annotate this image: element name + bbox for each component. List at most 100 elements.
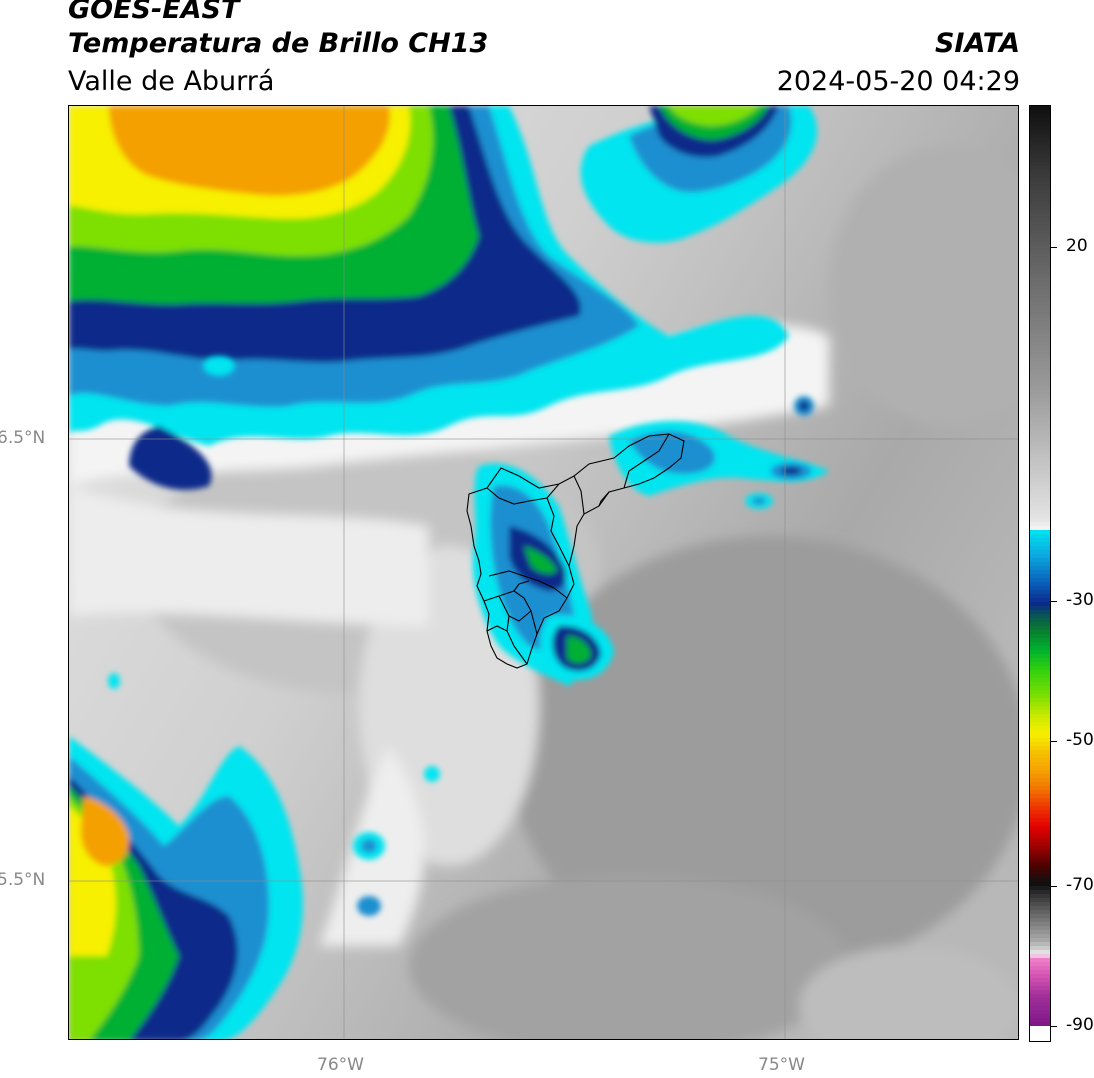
colorbar-segment [1030, 242, 1050, 247]
boundary-barbosa-west [598, 491, 610, 507]
colorbar-segment [1030, 838, 1050, 843]
lon-label-75: 75°W [758, 1055, 805, 1075]
lat-label-6-5: 6.5°N [0, 428, 46, 448]
colorbar-tick [1051, 1025, 1057, 1027]
colorbar-segment [1030, 502, 1050, 507]
region-subtitle: Valle de Aburrá [68, 66, 275, 97]
colorbar-segment [1030, 150, 1050, 155]
colorbar-segment [1030, 786, 1050, 791]
colorbar-segment [1030, 450, 1050, 455]
colorbar-segment [1030, 574, 1050, 579]
colorbar-segment [1030, 410, 1050, 415]
colorbar-segment [1030, 738, 1050, 743]
colorbar-segment [1030, 854, 1050, 859]
colorbar-segment [1030, 454, 1050, 459]
colorbar-segment [1030, 634, 1050, 639]
colorbar-segment [1030, 422, 1050, 427]
colorbar-segment [1030, 966, 1050, 971]
colorbar-label: -90 [1066, 1014, 1094, 1035]
satellite-map[interactable] [68, 105, 1019, 1040]
colorbar-label: -30 [1066, 589, 1094, 610]
colorbar-segment [1030, 590, 1050, 595]
colorbar-segment [1030, 426, 1050, 431]
colorbar-segment [1030, 482, 1050, 487]
colorbar-segment [1030, 790, 1050, 795]
colorbar-segment [1030, 642, 1050, 647]
colorbar-segment [1030, 302, 1050, 307]
cloud-system-center [472, 421, 829, 686]
colorbar-segment [1030, 682, 1050, 687]
colorbar-segment [1030, 926, 1050, 931]
colorbar-segment [1030, 714, 1050, 719]
colorbar-segment [1030, 1034, 1050, 1039]
colorbar-segment [1030, 514, 1050, 519]
colorbar-segment [1030, 938, 1050, 943]
colorbar-segment [1030, 918, 1050, 923]
colorbar-segment [1030, 730, 1050, 735]
colorbar-tick [1051, 740, 1057, 742]
colorbar-segment [1030, 530, 1050, 535]
colorbar-segment [1030, 394, 1050, 399]
colorbar-segment [1030, 594, 1050, 599]
colorbar-segment [1030, 894, 1050, 899]
colorbar-segment [1030, 614, 1050, 619]
colorbar-segment [1030, 886, 1050, 891]
colorbar-segment [1030, 874, 1050, 879]
colorbar-segment [1030, 1014, 1050, 1019]
colorbar-segment [1030, 610, 1050, 615]
colorbar-segment [1030, 386, 1050, 391]
colorbar-segment [1030, 658, 1050, 663]
colorbar-label: -50 [1066, 729, 1094, 750]
colorbar-segment [1030, 474, 1050, 479]
colorbar-segment [1030, 554, 1050, 559]
colorbar-segment [1030, 218, 1050, 223]
colorbar-segment [1030, 778, 1050, 783]
colorbar-segment [1030, 538, 1050, 543]
colorbar-segment [1030, 994, 1050, 999]
colorbar-segment [1030, 914, 1050, 919]
colorbar-segment [1030, 842, 1050, 847]
colorbar-segment [1030, 814, 1050, 819]
organization-label: SIATA [934, 28, 1020, 59]
colorbar-segment [1030, 1002, 1050, 1007]
colorbar-segment [1030, 734, 1050, 739]
colorbar-segment [1030, 294, 1050, 299]
boundary-girardota [573, 475, 585, 515]
colorbar-segment [1030, 710, 1050, 715]
colorbar-segment [1030, 566, 1050, 571]
colorbar-segment [1030, 906, 1050, 911]
colorbar-segment [1030, 570, 1050, 575]
colorbar-segment [1030, 662, 1050, 667]
lon-label-76: 76°W [317, 1055, 364, 1075]
colorbar-segment [1030, 810, 1050, 815]
colorbar-segment [1030, 862, 1050, 867]
colorbar-segment [1030, 542, 1050, 547]
colorbar-segment [1030, 698, 1050, 703]
colorbar-segment [1030, 286, 1050, 291]
colorbar-segment [1030, 198, 1050, 203]
colorbar-segment [1030, 930, 1050, 935]
colorbar-segment [1030, 654, 1050, 659]
colorbar-segment [1030, 190, 1050, 195]
colorbar-segment [1030, 414, 1050, 419]
cloud-system-northwest [69, 106, 789, 490]
colorbar-segment [1030, 486, 1050, 491]
colorbar-segment [1030, 226, 1050, 231]
colorbar-segment [1030, 934, 1050, 939]
colorbar-segment [1030, 578, 1050, 583]
colorbar-segment [1030, 958, 1050, 963]
colorbar-segment [1030, 126, 1050, 131]
colorbar-segment [1030, 618, 1050, 623]
colorbar-segment [1030, 298, 1050, 303]
colorbar-segment [1030, 742, 1050, 747]
colorbar-segment [1030, 850, 1050, 855]
boundary-bello [486, 483, 560, 505]
colorbar-segment [1030, 186, 1050, 191]
colorbar-tick [1051, 600, 1057, 602]
colorbar-segment [1030, 822, 1050, 827]
colorbar-segment [1030, 158, 1050, 163]
colorbar-segment [1030, 362, 1050, 367]
colorbar-segment [1030, 706, 1050, 711]
colorbar-segment [1030, 1010, 1050, 1015]
colorbar-segment [1030, 826, 1050, 831]
